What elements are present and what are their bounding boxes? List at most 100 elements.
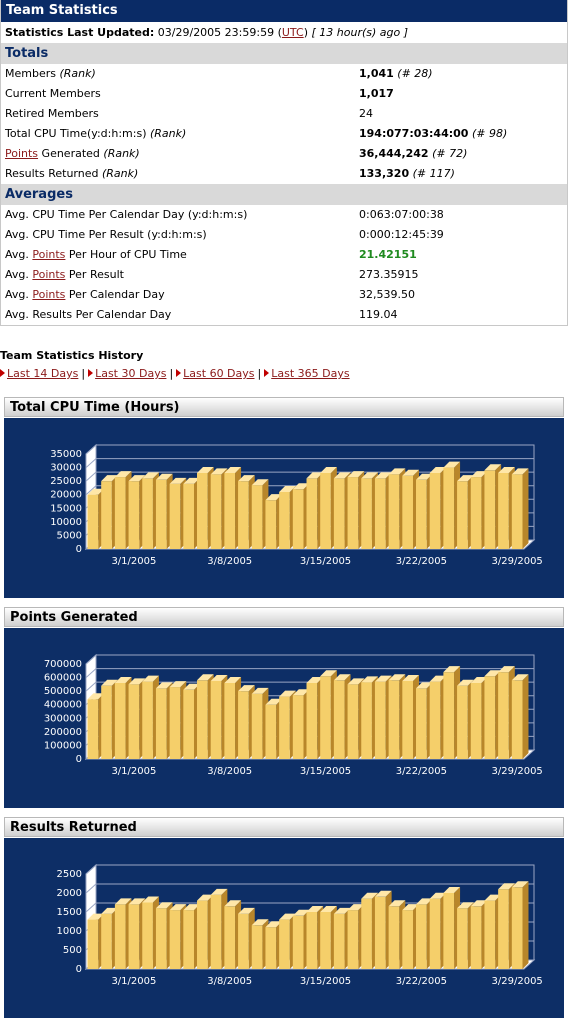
- updated-ago: [ 13 hour(s) ago ]: [311, 26, 409, 39]
- bar-top: [251, 919, 269, 926]
- last-updated-value: 03/29/2005 23:59:59 (: [157, 26, 282, 39]
- bar: [197, 900, 208, 969]
- link-last-365-days[interactable]: Last 365 Days: [271, 367, 350, 380]
- link-separator: |: [169, 367, 174, 380]
- x-tick-label: 3/15/2005: [300, 766, 351, 777]
- bar-top: [429, 892, 447, 899]
- chart-title-points: Points Generated: [4, 607, 564, 627]
- avg-label: Avg. Results Per Calendar Day: [5, 308, 172, 321]
- bar-top: [155, 682, 173, 689]
- bar: [443, 467, 455, 549]
- bar-top: [224, 467, 242, 473]
- x-tick-label: 3/29/2005: [492, 766, 543, 777]
- bar-top: [347, 471, 365, 478]
- bar: [320, 676, 331, 759]
- gridline: [85, 681, 97, 692]
- bar-top: [224, 900, 242, 907]
- bar-top: [183, 683, 200, 690]
- updated-close: ): [303, 26, 308, 39]
- totals-heading: Totals: [1, 43, 567, 64]
- bar: [224, 473, 236, 549]
- team-statistics-panel: Team Statistics Statistics Last Updated:…: [0, 0, 568, 326]
- bar-top: [388, 674, 406, 681]
- bar-top: [374, 472, 392, 479]
- avg-prefix: Avg.: [5, 288, 33, 301]
- utc-link[interactable]: UTC: [281, 26, 304, 39]
- bar: [238, 913, 249, 969]
- rank-value: (# 98): [471, 127, 508, 140]
- bar-top: [457, 475, 474, 482]
- avg-row-points-per-result: Avg. Points Per Result 273.35915: [1, 265, 567, 285]
- bar-top: [361, 472, 378, 479]
- y-tick-label: 0: [76, 754, 82, 765]
- y-tick-label: 0: [76, 544, 82, 555]
- bar-top: [238, 907, 255, 914]
- link-last-60-days[interactable]: Last 60 Days: [183, 367, 255, 380]
- points-link[interactable]: Points: [32, 248, 66, 261]
- last-updated-line: Statistics Last Updated: 03/29/2005 23:5…: [1, 22, 567, 43]
- bar-top: [128, 475, 146, 482]
- bar: [251, 485, 263, 549]
- bar: [142, 681, 153, 759]
- bar-top: [306, 677, 324, 683]
- bar-top: [87, 693, 105, 700]
- bar: [87, 494, 99, 549]
- stat-value: 1,041: [359, 67, 394, 80]
- bar-top: [265, 494, 283, 501]
- stat-row-points: Points Generated (Rank) 36,444,242 (# 72…: [1, 144, 567, 164]
- bar: [429, 681, 441, 759]
- arrow-right-icon: [176, 369, 182, 377]
- chart-results: 0 500 1000 1500 2000 2500 3/1/2005 3/8/2005 3/15…: [4, 838, 564, 1018]
- avg-row-points-per-hour: Avg. Points Per Hour of CPU Time 21.4215…: [1, 245, 567, 265]
- bar: [484, 900, 496, 969]
- bar: [374, 478, 386, 549]
- stat-row-cpu-time: Total CPU Time(y:d:h:m:s) (Rank) 194:077…: [1, 124, 567, 144]
- bar-top: [251, 687, 269, 694]
- last-updated-label: Statistics Last Updated:: [5, 26, 155, 39]
- bar-top: [238, 685, 255, 692]
- bar-top: [128, 678, 146, 685]
- bar-top: [470, 900, 488, 907]
- bar: [306, 912, 318, 969]
- bar: [265, 500, 277, 549]
- y-tick-label: 20000: [50, 490, 82, 501]
- bar: [429, 898, 441, 969]
- points-link[interactable]: Points: [32, 268, 66, 281]
- avg-value: 273.35915: [359, 268, 419, 281]
- chart-cpu-time-svg: 0 5000 10000 15000 20000 25000 30000 35000 3/1/2…: [50, 443, 543, 567]
- bar-top: [484, 670, 502, 677]
- y-tick-label: 600000: [44, 673, 82, 684]
- bar: [169, 910, 181, 969]
- points-link[interactable]: Points: [5, 147, 39, 160]
- history-title: Team Statistics History: [0, 349, 144, 362]
- x-tick-label: 3/22/2005: [396, 976, 447, 987]
- chart-results-svg: 0 500 1000 1500 2000 2500 3/1/2005 3/8/2005 3/15…: [57, 863, 543, 987]
- bar-top: [183, 904, 200, 911]
- avg-row-cpu-per-result: Avg. CPU Time Per Result (y:d:h:m:s) 0:0…: [1, 225, 567, 245]
- bar-top: [402, 469, 419, 476]
- bar-top: [142, 675, 159, 682]
- points-link[interactable]: Points: [32, 288, 66, 301]
- bar: [347, 910, 359, 969]
- y-tick-label: 1500: [57, 907, 82, 918]
- bar: [416, 688, 427, 759]
- bar-top: [511, 468, 529, 475]
- bar: [361, 478, 372, 549]
- bar-top: [361, 676, 378, 683]
- link-last-14-days[interactable]: Last 14 Days: [7, 367, 79, 380]
- rank-label: (Rank): [150, 127, 187, 140]
- avg-label: Per Result: [65, 268, 124, 281]
- bar: [128, 684, 140, 759]
- y-tick-label: 35000: [50, 449, 82, 460]
- bar-top: [265, 921, 283, 928]
- bar-top: [128, 898, 146, 905]
- link-last-30-days[interactable]: Last 30 Days: [95, 367, 167, 380]
- bar-top: [361, 892, 378, 899]
- bar-top: [142, 896, 159, 903]
- x-tick-label: 3/1/2005: [111, 976, 156, 987]
- y-tick-label: 2000: [57, 888, 82, 899]
- stat-value: 1,017: [359, 87, 394, 100]
- bar-top: [87, 488, 105, 495]
- bar-top: [374, 890, 392, 897]
- bar-top: [333, 472, 351, 479]
